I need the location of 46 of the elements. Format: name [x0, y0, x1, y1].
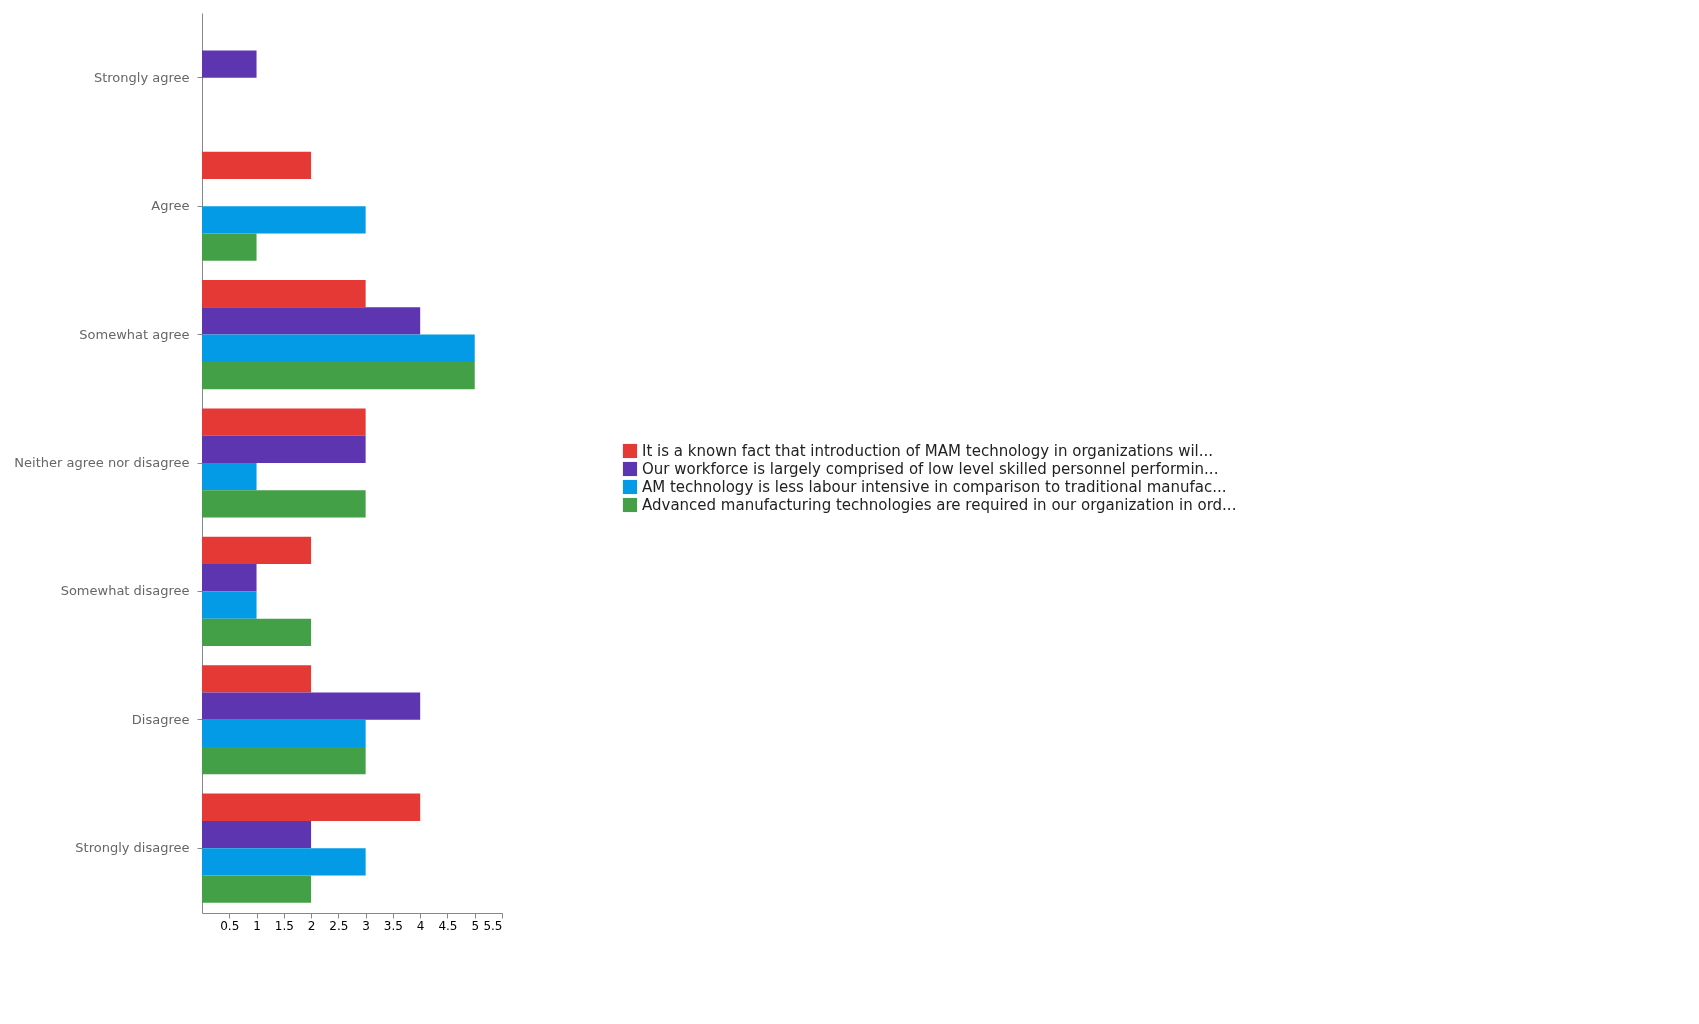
x-tick-label: 1.5: [274, 918, 294, 933]
bar: [202, 361, 475, 390]
y-tick-label: Neither agree nor disagree: [14, 455, 190, 470]
bar: [202, 848, 366, 876]
y-tick-label: Strongly agree: [93, 69, 190, 85]
legend-label: It is a known fact that introduction of MAM technology in organizations wil...: [642, 442, 1214, 460]
bar: [202, 233, 257, 261]
y-tick-label: Agree: [151, 198, 190, 214]
y-tick-label: Somewhat agree: [79, 326, 190, 342]
bar: [202, 564, 257, 592]
x-tick-label: 3.5: [383, 918, 403, 933]
bar: [202, 50, 257, 78]
x-tick-label: 2: [307, 918, 316, 933]
bar: [202, 334, 475, 362]
bar: [202, 463, 257, 491]
x-tick-label: 2.5: [329, 918, 349, 933]
bar: [202, 591, 257, 619]
x-tick-label: 4.5: [438, 918, 458, 933]
x-tick-label: 1: [253, 918, 261, 933]
bar: [202, 719, 366, 748]
bar: [202, 793, 421, 821]
legend-label: Advanced manufacturing technologies are required in our organization in ord...: [642, 496, 1237, 514]
bar: [202, 280, 366, 308]
bar: [202, 435, 366, 463]
y-tick-label: Strongly disagree: [75, 840, 190, 856]
x-tick-label: 5: [471, 918, 480, 933]
bar: [202, 151, 312, 179]
x-tick-label: 3: [362, 918, 370, 933]
bar: [202, 536, 312, 565]
bar: [202, 408, 366, 436]
x-tick-label: 0.5: [220, 918, 240, 933]
x-tick-label: 5.5: [483, 918, 503, 933]
bar: [202, 490, 366, 518]
legend-label: Our workforce is largely comprised of low level skilled personnel performin...: [642, 460, 1219, 478]
bar: [202, 307, 421, 335]
legend-label: AM technology is less labour intensive in comparison to traditional manufac...: [642, 478, 1227, 496]
y-tick-label: Disagree: [131, 711, 190, 727]
bar: [202, 618, 312, 646]
bar: [202, 206, 366, 234]
y-tick-label: Somewhat disagree: [60, 583, 190, 599]
bar: [202, 875, 312, 903]
bar: [202, 692, 421, 720]
bar: [202, 665, 312, 693]
bar: [202, 747, 366, 775]
x-tick-label: 4: [416, 918, 425, 933]
bar: [202, 820, 312, 849]
